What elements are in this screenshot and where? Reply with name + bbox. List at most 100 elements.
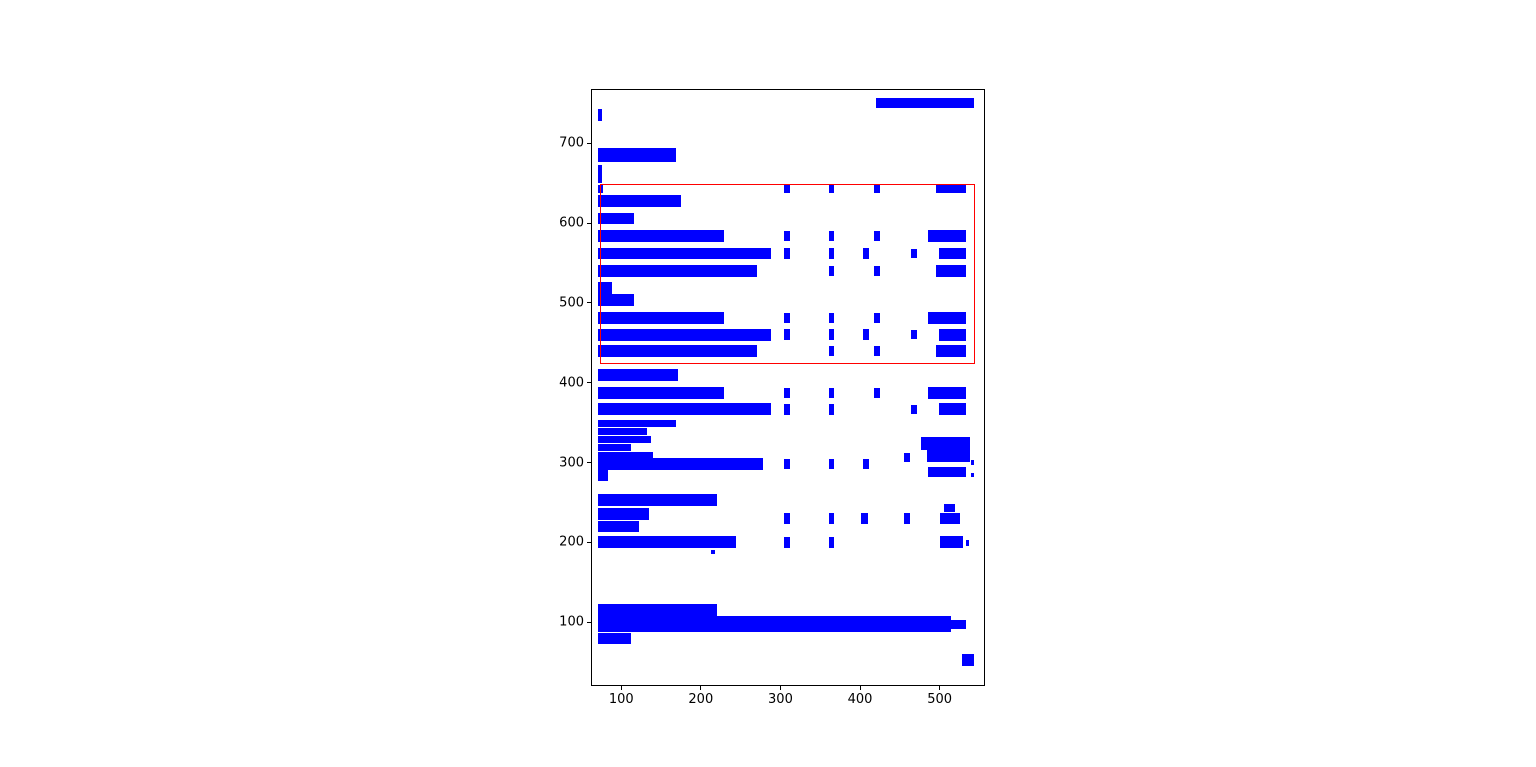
data-rect	[783, 230, 790, 242]
data-rect	[783, 513, 790, 525]
data-rect	[944, 504, 956, 513]
data-rect	[927, 230, 966, 242]
data-rect	[828, 312, 835, 324]
highlight-rect	[599, 183, 976, 364]
data-rect	[920, 436, 970, 450]
data-rect	[873, 230, 881, 242]
data-rect	[783, 404, 790, 415]
data-rect	[873, 387, 881, 398]
data-rect	[961, 653, 974, 666]
y-tick-mark	[587, 222, 591, 224]
data-rect	[783, 387, 790, 398]
data-rect	[598, 195, 682, 207]
data-rect	[927, 311, 966, 324]
data-rect	[598, 633, 631, 645]
data-rect	[598, 328, 771, 341]
y-tick-label: 300	[559, 455, 584, 471]
data-rect	[598, 148, 676, 163]
data-rect	[911, 330, 917, 339]
data-rect	[598, 345, 757, 358]
data-rect	[935, 265, 966, 277]
data-rect	[598, 508, 649, 521]
data-rect	[873, 265, 881, 277]
y-tick-label: 200	[559, 534, 584, 550]
y-tick-mark	[587, 621, 591, 623]
data-rect	[911, 249, 917, 258]
data-rect	[828, 230, 835, 242]
data-rect	[938, 328, 966, 341]
data-rect	[598, 458, 764, 471]
data-rect	[598, 109, 603, 121]
data-rect	[598, 281, 612, 294]
data-rect	[828, 248, 835, 259]
data-rect	[783, 248, 790, 259]
data-rect	[862, 459, 870, 470]
data-rect	[938, 247, 966, 260]
y-tick-label: 100	[559, 614, 584, 630]
data-rect	[965, 540, 969, 546]
data-rect	[927, 467, 966, 478]
x-tick-label: 300	[768, 692, 793, 707]
y-tick-mark	[587, 302, 591, 304]
data-rect	[598, 603, 718, 616]
data-rect	[598, 521, 639, 533]
data-rect	[828, 387, 835, 398]
data-rect	[598, 470, 608, 481]
x-tick-mark	[779, 686, 781, 690]
y-tick-mark	[587, 382, 591, 384]
y-tick-label: 600	[559, 215, 584, 231]
plot-area	[591, 89, 985, 686]
data-rect	[783, 185, 790, 193]
x-tick-mark	[620, 686, 622, 690]
data-rect	[873, 312, 881, 324]
data-rect	[904, 513, 911, 525]
data-rect	[598, 247, 771, 260]
data-rect	[598, 494, 718, 506]
x-tick-mark	[939, 686, 941, 690]
data-rect	[598, 536, 737, 549]
x-tick-label: 200	[688, 692, 714, 707]
data-rect	[935, 345, 966, 358]
data-rect	[598, 420, 676, 428]
y-tick-mark	[587, 462, 591, 464]
y-tick-label: 400	[559, 375, 584, 391]
data-rect	[926, 450, 970, 463]
data-rect	[783, 537, 790, 549]
x-tick-mark	[700, 686, 702, 690]
data-rect	[598, 369, 678, 382]
data-rect	[598, 230, 725, 242]
data-rect	[783, 459, 790, 470]
x-tick-label: 500	[927, 692, 953, 707]
data-rect	[598, 265, 757, 277]
data-rect	[828, 346, 835, 357]
data-rect	[828, 329, 835, 340]
data-rect	[828, 459, 835, 470]
data-rect	[939, 513, 961, 525]
data-rect	[861, 513, 868, 525]
data-rect	[828, 404, 835, 415]
data-rect	[862, 329, 870, 340]
data-rect	[598, 403, 771, 416]
data-rect	[598, 443, 631, 452]
data-rect	[598, 428, 647, 436]
data-rect	[828, 537, 835, 549]
data-rect	[828, 265, 835, 277]
data-rect	[598, 436, 651, 444]
data-rect	[936, 185, 966, 193]
y-tick-mark	[587, 541, 591, 543]
data-rect	[710, 549, 715, 554]
y-tick-label: 500	[559, 295, 584, 311]
y-tick-mark	[587, 142, 591, 144]
y-tick-label: 700	[559, 135, 584, 151]
data-rect	[598, 212, 634, 225]
data-rect	[927, 386, 966, 399]
x-tick-mark	[859, 686, 861, 690]
x-tick-label: 400	[847, 692, 873, 707]
data-rect	[911, 405, 917, 414]
data-rect	[828, 513, 835, 525]
data-rect	[862, 248, 870, 259]
data-rect	[783, 312, 790, 324]
data-rect	[939, 536, 963, 549]
x-tick-label: 100	[608, 692, 634, 707]
